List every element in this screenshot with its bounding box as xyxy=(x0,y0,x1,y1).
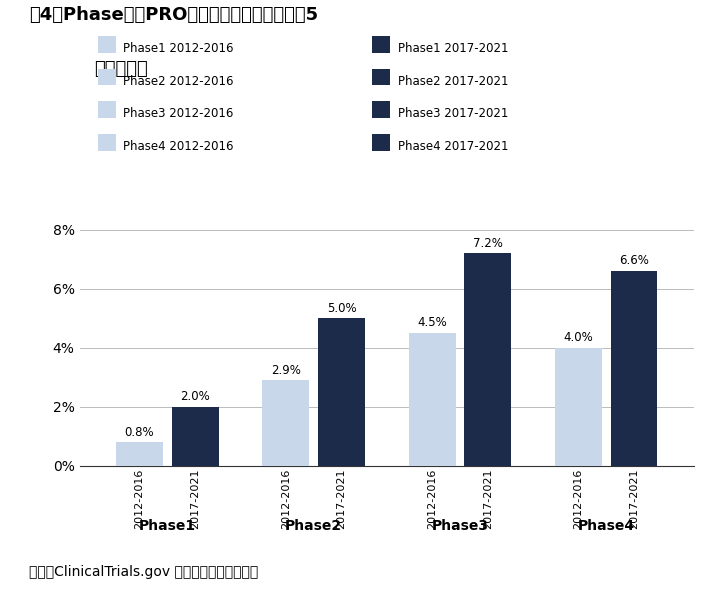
Text: Phase3 2017-2021: Phase3 2017-2021 xyxy=(398,107,508,121)
Text: Phase3 2012-2016: Phase3 2012-2016 xyxy=(123,107,234,121)
Text: Phase2 2012-2016: Phase2 2012-2016 xyxy=(123,75,234,88)
Bar xyxy=(172,407,218,466)
Bar xyxy=(262,380,309,466)
Text: 7.2%: 7.2% xyxy=(473,237,502,250)
Text: 5.0%: 5.0% xyxy=(327,301,356,315)
Text: Phase4 2017-2021: Phase4 2017-2021 xyxy=(398,140,508,153)
Bar xyxy=(611,271,657,466)
Bar xyxy=(555,347,602,466)
Text: Phase2 2017-2021: Phase2 2017-2021 xyxy=(398,75,508,88)
Text: Phase2: Phase2 xyxy=(285,519,342,533)
Text: Phase1: Phase1 xyxy=(139,519,196,533)
Text: Phase1 2017-2021: Phase1 2017-2021 xyxy=(398,42,508,55)
Text: 年間比較）: 年間比較） xyxy=(94,60,147,78)
Text: 4.0%: 4.0% xyxy=(564,331,594,344)
Text: Phase3: Phase3 xyxy=(432,519,489,533)
Text: 围4　Phase別のPRO関連臨床試験数の割合（5: 围4 Phase別のPRO関連臨床試験数の割合（5 xyxy=(29,6,318,24)
Text: 0.8%: 0.8% xyxy=(124,426,154,439)
Text: 4.5%: 4.5% xyxy=(417,316,447,330)
Text: 2.0%: 2.0% xyxy=(180,390,210,403)
Text: Phase4 2012-2016: Phase4 2012-2016 xyxy=(123,140,234,153)
Bar xyxy=(318,318,365,466)
Text: Phase4: Phase4 xyxy=(578,519,635,533)
Text: Phase1 2012-2016: Phase1 2012-2016 xyxy=(123,42,234,55)
Bar xyxy=(408,333,455,466)
Bar xyxy=(116,442,163,466)
Bar xyxy=(464,253,511,466)
Text: 出所：ClinicalTrials.gov データを基に著者作成: 出所：ClinicalTrials.gov データを基に著者作成 xyxy=(29,565,258,579)
Text: 6.6%: 6.6% xyxy=(619,254,649,267)
Text: 2.9%: 2.9% xyxy=(271,364,301,377)
